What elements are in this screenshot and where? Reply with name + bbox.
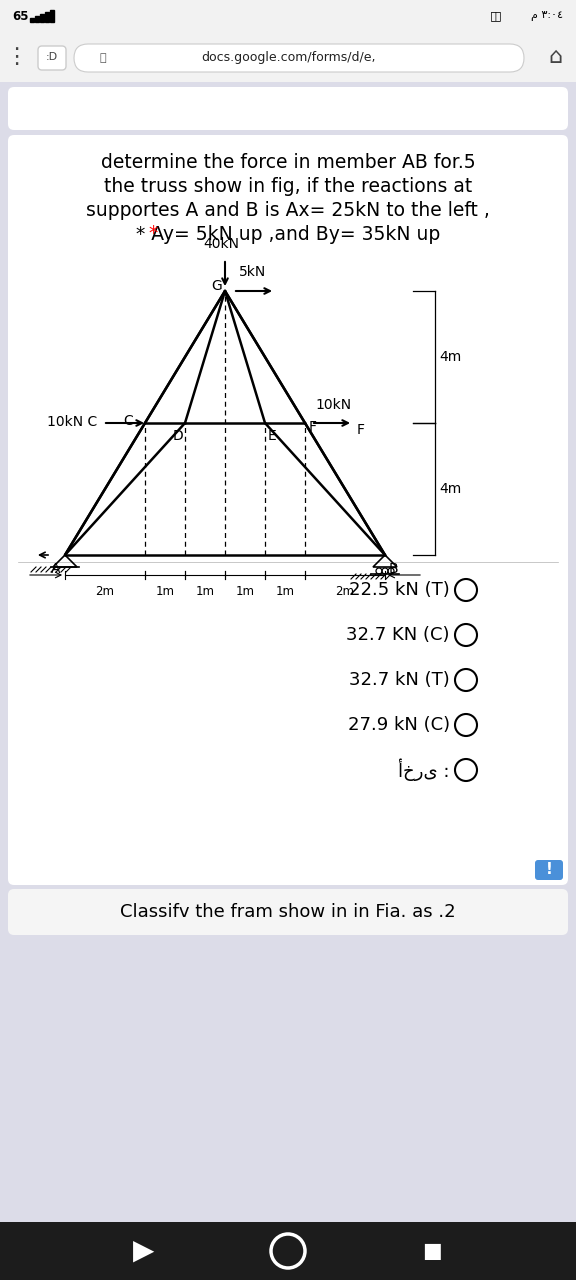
FancyBboxPatch shape (535, 860, 563, 881)
Text: the truss show in fig, if the reactions at: the truss show in fig, if the reactions … (104, 177, 472, 196)
FancyBboxPatch shape (74, 44, 524, 72)
Text: F: F (309, 420, 317, 434)
FancyBboxPatch shape (8, 890, 568, 934)
Text: G: G (211, 279, 222, 293)
Text: * Ay= 5kN up ,and By= 35kN up: * Ay= 5kN up ,and By= 35kN up (136, 224, 440, 243)
Text: 10kN: 10kN (315, 398, 351, 412)
FancyBboxPatch shape (0, 0, 576, 32)
Text: 5kN: 5kN (239, 265, 266, 279)
Text: determine the force in member AB for.5: determine the force in member AB for.5 (101, 152, 475, 172)
Text: ◫: ◫ (490, 9, 502, 23)
Text: 🔒: 🔒 (100, 52, 107, 63)
Text: 32.7 kN (T): 32.7 kN (T) (349, 671, 450, 689)
Text: 22.5 kN (T): 22.5 kN (T) (349, 581, 450, 599)
Text: B: B (389, 562, 399, 576)
Text: docs.google.com/forms/d/e,: docs.google.com/forms/d/e, (201, 51, 375, 64)
Text: 27.9 kN (C): 27.9 kN (C) (348, 716, 450, 733)
Text: 1m: 1m (156, 585, 175, 598)
Text: ⋮: ⋮ (5, 47, 27, 67)
Text: D: D (173, 429, 184, 443)
Text: م ٣:٠٤: م ٣:٠٤ (531, 12, 563, 20)
Text: ▶: ▶ (133, 1236, 155, 1265)
Text: F: F (357, 422, 365, 436)
Text: 10kN C: 10kN C (47, 415, 97, 429)
Text: ■: ■ (422, 1242, 442, 1261)
Text: 1m: 1m (236, 585, 255, 598)
Bar (40, 14, 44, 22)
Bar (45, 12, 48, 22)
Text: supportes A and B is Ax= 25kN to the left ,: supportes A and B is Ax= 25kN to the lef… (86, 201, 490, 219)
Text: 2m: 2m (335, 585, 354, 598)
Text: 40kN: 40kN (203, 237, 239, 251)
Text: !: ! (545, 863, 552, 878)
Text: :D: :D (46, 52, 58, 61)
Text: 2m: 2m (96, 585, 115, 598)
FancyBboxPatch shape (8, 87, 568, 131)
Text: *: * (148, 224, 157, 243)
Text: ⌂: ⌂ (548, 47, 562, 67)
Bar (50, 10, 54, 22)
FancyBboxPatch shape (38, 46, 66, 70)
Text: 1m: 1m (195, 585, 214, 598)
FancyBboxPatch shape (0, 32, 576, 82)
FancyBboxPatch shape (8, 134, 568, 884)
Text: C: C (123, 413, 132, 428)
Text: E: E (268, 429, 276, 443)
FancyBboxPatch shape (0, 1222, 576, 1280)
Bar (35, 15, 39, 22)
Bar (30, 18, 33, 22)
Text: 1m: 1m (275, 585, 294, 598)
Text: 4m: 4m (439, 349, 461, 364)
Text: Classifv the fram show in in Fia. as .2: Classifv the fram show in in Fia. as .2 (120, 902, 456, 922)
Text: أخرى :: أخرى : (399, 759, 450, 781)
Text: A: A (51, 562, 60, 576)
Text: 4m: 4m (439, 483, 461, 495)
Text: 65: 65 (12, 9, 28, 23)
Text: 32.7 KN (C): 32.7 KN (C) (347, 626, 450, 644)
